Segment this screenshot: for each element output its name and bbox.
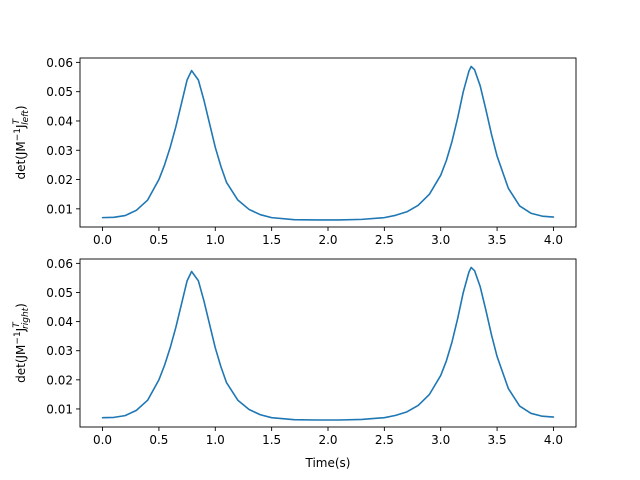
x-tick-label: 1.0 bbox=[206, 233, 225, 247]
y-tick-label: 0.05 bbox=[46, 286, 73, 300]
y-axis-label: det(JM−1JTright) bbox=[12, 303, 31, 383]
bottom-subplot: 0.0 0.5 1.0 1.5 2.0 2.5 3.0 3.5 4.0 0.01 0.02 0.03 0… bbox=[12, 257, 577, 470]
x-tick-label: 0.0 bbox=[93, 233, 112, 247]
x-tick-label: 3.5 bbox=[488, 233, 507, 247]
y-tick-label: 0.04 bbox=[46, 114, 73, 128]
x-tick-label: 2.5 bbox=[375, 233, 394, 247]
y-tick-label: 0.01 bbox=[46, 402, 73, 416]
x-tick-label: 3.5 bbox=[488, 433, 507, 447]
x-tick-label: 1.5 bbox=[262, 233, 281, 247]
x-tick-label: 0.5 bbox=[149, 433, 168, 447]
x-tick-label: 2.0 bbox=[318, 233, 337, 247]
x-tick-label: 2.0 bbox=[318, 433, 337, 447]
y-tick-label: 0.02 bbox=[46, 373, 73, 387]
x-tick-label: 3.0 bbox=[431, 433, 450, 447]
y-tick-label: 0.02 bbox=[46, 173, 73, 187]
y-axis-label: det(JM−1JTleft) bbox=[12, 105, 31, 179]
data-line bbox=[101, 266, 555, 421]
x-tick-label: 2.5 bbox=[375, 433, 394, 447]
y-tick-label: 0.03 bbox=[46, 344, 73, 358]
y-tick-label: 0.06 bbox=[46, 257, 73, 271]
x-tick-label: 3.0 bbox=[431, 233, 450, 247]
top-subplot: 0.0 0.5 1.0 1.5 2.0 2.5 3.0 3.5 4.0 0.01 0.02 0.03 0… bbox=[12, 56, 577, 247]
x-tick-label: 0.0 bbox=[93, 433, 112, 447]
x-tick-label: 4.0 bbox=[544, 433, 563, 447]
data-line bbox=[101, 65, 555, 221]
x-tick-label: 4.0 bbox=[544, 233, 563, 247]
y-tick-label: 0.06 bbox=[46, 56, 73, 70]
y-tick-label: 0.04 bbox=[46, 315, 73, 329]
y-tick-label: 0.05 bbox=[46, 85, 73, 99]
x-tick-label: 0.5 bbox=[149, 233, 168, 247]
y-tick-label: 0.01 bbox=[46, 202, 73, 216]
x-axis-label: Time(s) bbox=[305, 456, 351, 470]
y-tick-label: 0.03 bbox=[46, 144, 73, 158]
x-tick-label: 1.5 bbox=[262, 433, 281, 447]
x-tick-label: 1.0 bbox=[206, 433, 225, 447]
